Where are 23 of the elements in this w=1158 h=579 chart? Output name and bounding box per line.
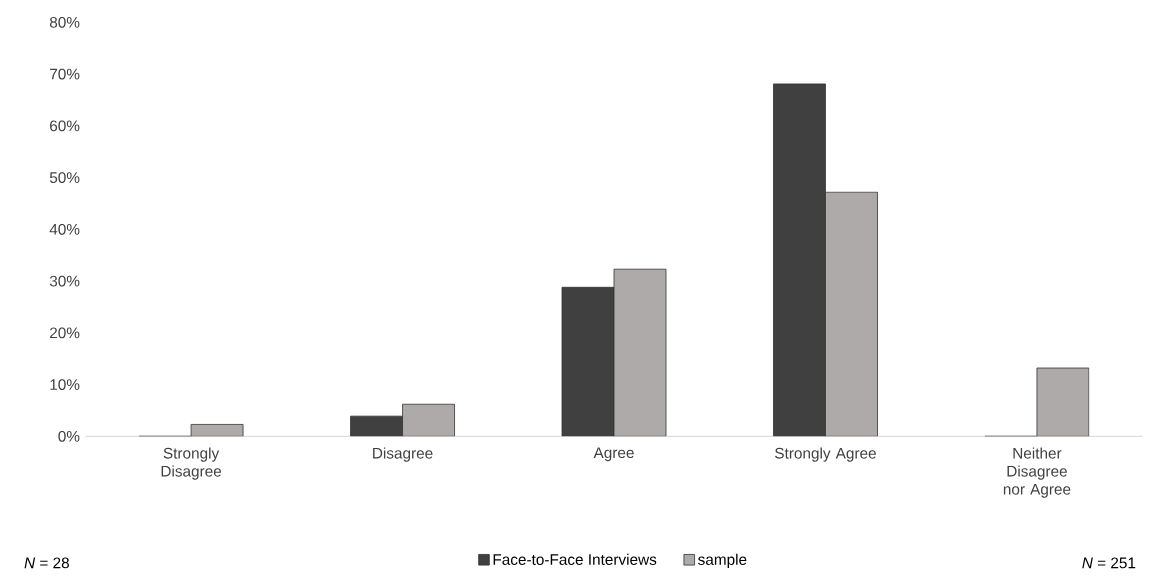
- y-tick-label: 30%: [49, 275, 80, 287]
- bar: [350, 415, 403, 437]
- text: N = 251: [1082, 557, 1136, 569]
- y-tick-label: 70%: [50, 68, 80, 80]
- y-tick-label: 80%: [49, 16, 80, 28]
- x-tick-label: Disagree: [373, 447, 433, 462]
- y-tick-label: 0%: [58, 430, 80, 442]
- text: N = 28: [24, 557, 69, 569]
- y-tick-label: 20%: [50, 327, 80, 339]
- bar: [190, 424, 244, 437]
- x-tick-label: Agree: [593, 447, 634, 462]
- y-tick-label: 50%: [49, 172, 80, 184]
- y-tick-label: 10%: [50, 379, 80, 391]
- y-tick-label: 60%: [50, 120, 80, 132]
- legend-label: Face-to-Face Interviews: [493, 553, 657, 565]
- legend-label: sample: [698, 553, 747, 568]
- bar: [1036, 367, 1090, 437]
- bar: [561, 286, 615, 437]
- x-tick-label: Neither Disagree nor Agree: [1003, 447, 1071, 498]
- bar: [773, 83, 826, 437]
- x-tick-label: Strongly Disagree: [161, 447, 222, 480]
- y-tick-label: 40%: [49, 223, 80, 235]
- x-tick-label: Strongly Agree: [775, 447, 876, 462]
